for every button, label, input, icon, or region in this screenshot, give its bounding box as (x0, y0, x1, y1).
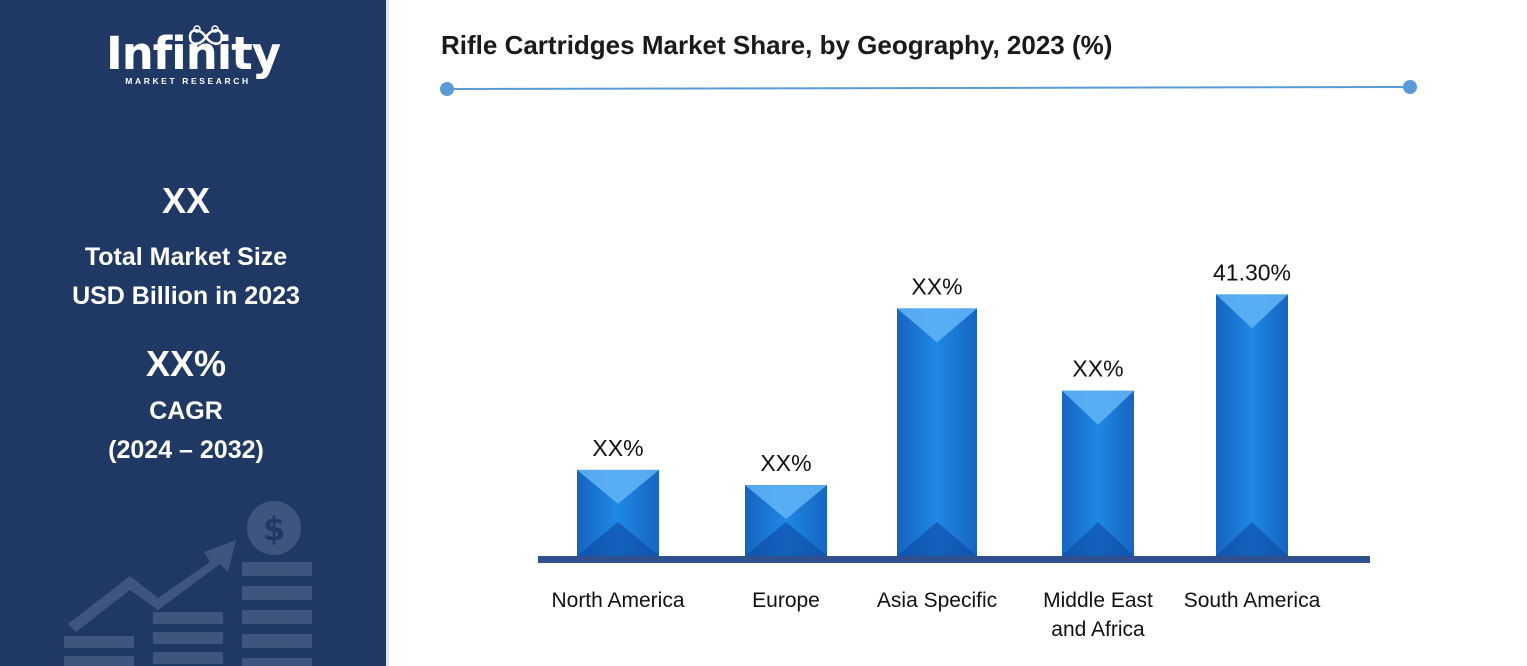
bar-shade (1062, 522, 1134, 556)
logo-wordmark: Infinity (105, 27, 281, 80)
bar-highlight (745, 485, 827, 520)
sidebar-divider (386, 0, 389, 666)
category-label: North America (551, 589, 685, 612)
company-logo[interactable]: Infinity MARKET RESEARCH (0, 25, 386, 86)
bar-highlight (897, 308, 977, 343)
sidebar: Infinity MARKET RESEARCH XX Total Market… (0, 0, 386, 666)
data-label: XX% (592, 435, 643, 461)
svg-text:$: $ (263, 510, 285, 548)
market-size-value: XX (161, 180, 211, 221)
cagr-label: CAGR (149, 397, 223, 425)
category-label: Middle East and Africa (1043, 589, 1153, 641)
bar-highlight (1062, 390, 1134, 425)
bar-asia-specific (897, 308, 977, 556)
underline-dot-right (1403, 80, 1417, 94)
underline-dot-left (440, 82, 454, 96)
category-label: Asia Specific (876, 589, 998, 612)
data-label: 41.30% (1213, 259, 1291, 285)
chart-title: Rifle Cartridges Market Share, by Geogra… (441, 30, 1113, 60)
data-label: XX% (760, 450, 811, 476)
market-size-unit: USD Billion in 2023 (72, 282, 300, 310)
x-axis-line (538, 556, 1370, 563)
growth-chart-icon: $ (64, 501, 312, 666)
bar-shade (1216, 522, 1288, 556)
data-label: XX% (911, 273, 962, 299)
cagr-period: (2024 – 2032) (108, 436, 264, 464)
title-underline (440, 80, 1417, 96)
category-label: South America (1183, 589, 1321, 612)
bar-highlight (577, 469, 659, 504)
data-label: XX% (1072, 356, 1123, 382)
category-label: Europe (752, 589, 820, 612)
bar-south-america (1216, 294, 1288, 556)
bar-highlight (1216, 294, 1288, 329)
cagr-value: XX% (145, 343, 227, 384)
bar-shade (577, 522, 659, 556)
bar-shade (745, 522, 827, 556)
market-size-label: Total Market Size (84, 243, 288, 271)
bar-shade (897, 522, 977, 556)
infinity-logo-icon (188, 25, 224, 45)
logo-subtitle: MARKET RESEARCH (125, 76, 251, 86)
